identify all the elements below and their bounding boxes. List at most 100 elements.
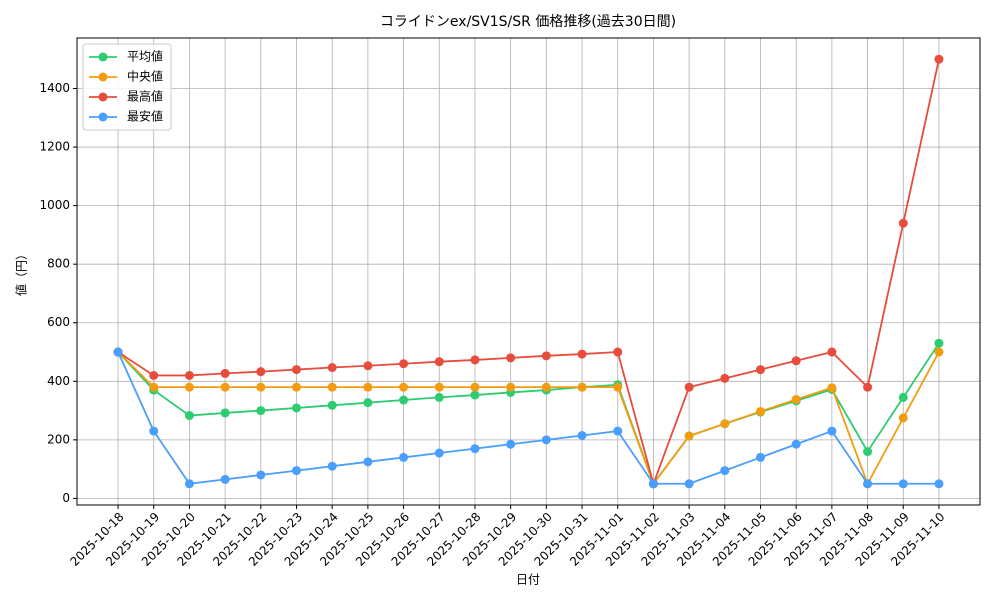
point <box>541 435 551 445</box>
point <box>577 430 587 440</box>
point <box>898 479 908 489</box>
point <box>863 382 873 392</box>
point <box>434 448 444 458</box>
point <box>470 444 480 454</box>
legend-label: 最高値 <box>127 89 163 104</box>
point <box>220 382 230 392</box>
y-tick-label: 1400 <box>39 81 70 95</box>
point <box>648 479 658 489</box>
point <box>577 349 587 359</box>
point <box>791 356 801 366</box>
plot-frame <box>76 37 981 506</box>
x-axis-label: 日付 <box>516 573 540 587</box>
point <box>934 347 944 357</box>
point <box>184 479 194 489</box>
point <box>256 367 266 377</box>
point <box>220 474 230 484</box>
series-line <box>117 342 940 486</box>
legend-label: 中央値 <box>127 69 163 84</box>
point <box>506 382 516 392</box>
point <box>434 392 444 402</box>
point <box>220 368 230 378</box>
point <box>149 382 159 392</box>
point <box>684 382 694 392</box>
point <box>541 382 551 392</box>
point <box>934 479 944 489</box>
point <box>256 406 266 416</box>
point <box>399 452 409 462</box>
point <box>470 355 480 365</box>
y-tick-label: 0 <box>62 491 70 505</box>
point <box>399 359 409 369</box>
y-tick-label: 400 <box>47 374 70 388</box>
point <box>720 466 730 476</box>
point <box>934 338 944 348</box>
y-tick-label: 600 <box>47 315 70 329</box>
point <box>506 439 516 449</box>
point <box>684 479 694 489</box>
point <box>149 370 159 380</box>
series-line <box>117 59 940 487</box>
point <box>292 382 302 392</box>
y-axis-label: 値（円） <box>14 248 29 296</box>
y-tick-label: 1200 <box>39 140 70 154</box>
point <box>755 406 765 416</box>
point <box>898 413 908 423</box>
point <box>863 447 873 457</box>
point <box>720 419 730 429</box>
point <box>149 426 159 436</box>
point <box>292 403 302 413</box>
point <box>613 426 623 436</box>
point <box>755 452 765 462</box>
legend-box <box>82 43 172 131</box>
point <box>256 382 266 392</box>
point <box>434 382 444 392</box>
point <box>613 347 623 357</box>
point <box>470 390 480 400</box>
chart-title: コライドンex/SV1S/SR 価格推移(過去30日間) <box>380 14 676 30</box>
point <box>184 382 194 392</box>
point <box>327 363 337 373</box>
point <box>363 398 373 408</box>
point <box>363 457 373 467</box>
point <box>292 365 302 375</box>
point <box>470 382 480 392</box>
series-line <box>117 351 940 486</box>
point <box>827 426 837 436</box>
point <box>827 347 837 357</box>
point <box>684 431 694 441</box>
legend-marker <box>98 92 108 102</box>
legend-label: 平均値 <box>127 49 163 64</box>
point <box>506 353 516 363</box>
point <box>898 392 908 402</box>
legend-marker <box>98 112 108 122</box>
point <box>292 466 302 476</box>
point <box>399 395 409 405</box>
point <box>363 382 373 392</box>
point <box>720 373 730 383</box>
point <box>434 357 444 367</box>
point <box>934 54 944 64</box>
point <box>184 370 194 380</box>
point <box>613 382 623 392</box>
point <box>827 383 837 393</box>
y-tick-label: 800 <box>47 257 70 271</box>
point <box>541 351 551 361</box>
point <box>327 382 337 392</box>
point <box>113 347 123 357</box>
point <box>256 470 266 480</box>
point <box>363 361 373 371</box>
point <box>220 408 230 418</box>
point <box>577 382 587 392</box>
legend-marker <box>98 52 108 62</box>
point <box>791 394 801 404</box>
point <box>184 411 194 421</box>
y-tick-label: 200 <box>47 432 70 446</box>
y-tick-label: 1000 <box>39 198 70 212</box>
series-line <box>117 351 939 485</box>
legend-marker <box>98 72 108 82</box>
point <box>327 400 337 410</box>
legend-label: 最安値 <box>127 109 163 124</box>
